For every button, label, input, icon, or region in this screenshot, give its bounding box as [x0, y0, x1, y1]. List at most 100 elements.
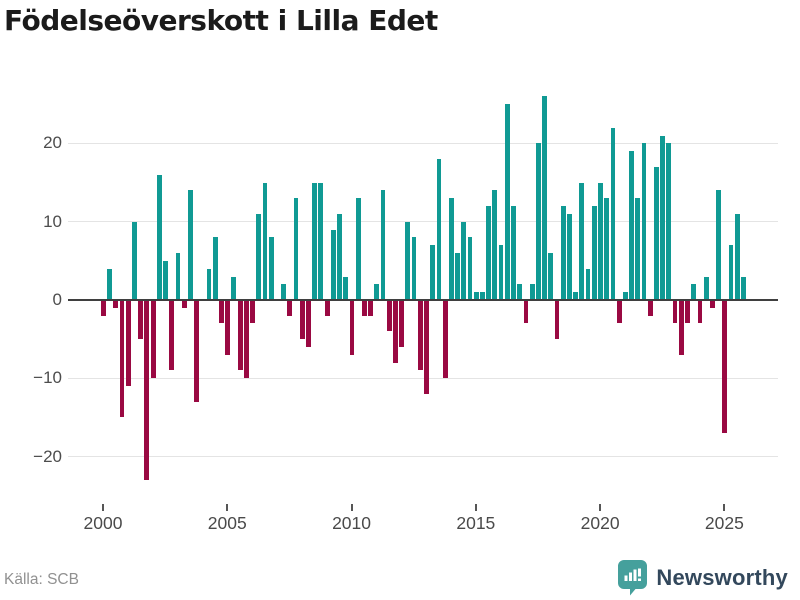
- newsworthy-logo: Newsworthy: [617, 559, 788, 596]
- bar-2000-q36: [324, 300, 330, 316]
- bar-2000-q57: [455, 253, 460, 300]
- bar-2000-q54: [436, 159, 442, 300]
- bar-2000-q94: [685, 300, 690, 324]
- bar-2000-q30: [287, 300, 293, 316]
- bar-2000-q52: [424, 300, 429, 394]
- bar-2000-q46: [386, 300, 392, 332]
- gridline-y--20: [68, 456, 778, 458]
- bar-2000-q67: [517, 284, 523, 300]
- bar-2000-q6: [138, 300, 144, 340]
- bar-2000-q88: [647, 300, 653, 316]
- bar-2000-q34: [312, 182, 318, 300]
- bar-2000-q59: [467, 237, 473, 300]
- y-axis-label: 10: [43, 211, 62, 231]
- bar-2000-q48: [399, 300, 405, 347]
- bar-2000-q47: [393, 300, 398, 363]
- bar-2000-q82: [610, 127, 616, 300]
- bar-2000-q79: [591, 206, 597, 300]
- bar-2000-q5: [132, 221, 137, 300]
- bar-2000-q98: [709, 300, 715, 308]
- bar-2000-q7: [144, 300, 150, 481]
- bar-2000-q0: [101, 300, 106, 316]
- x-axis-label-2015: 2015: [456, 513, 496, 533]
- y-axis-label: −20: [33, 446, 62, 466]
- bar-2000-q55: [442, 300, 448, 379]
- bar-2000-q84: [622, 292, 628, 300]
- bar-2000-q64: [498, 245, 504, 300]
- bar-2000-q13: [181, 300, 187, 308]
- bar-2000-q68: [523, 300, 529, 324]
- bar-2000-q25: [256, 213, 262, 300]
- bar-2000-q11: [169, 300, 175, 371]
- bar-2000-q41: [355, 198, 361, 300]
- bar-2000-q2: [113, 300, 119, 308]
- bar-2000-q83: [616, 300, 622, 324]
- bar-2000-q33: [306, 300, 311, 347]
- bar-2000-q60: [473, 292, 479, 300]
- bar-2000-q62: [486, 206, 492, 300]
- bar-2000-q42: [361, 300, 367, 316]
- bar-2000-q17: [206, 268, 212, 300]
- newsworthy-bubble-chart-icon: [617, 559, 648, 596]
- bar-2000-q14: [187, 190, 193, 300]
- bar-2000-q80: [598, 182, 603, 300]
- bar-2000-q61: [480, 292, 485, 300]
- x-axis-tick-2000: [102, 504, 104, 511]
- y-axis-label: 0: [52, 290, 62, 309]
- bar-2000-q86: [635, 198, 641, 300]
- bar-2000-q21: [231, 276, 237, 300]
- bar-2000-q39: [343, 276, 349, 300]
- source-label: Källa: SCB: [4, 571, 79, 588]
- bar-2000-q63: [492, 190, 498, 300]
- bar-2000-q51: [417, 300, 423, 371]
- x-axis-label-2010: 2010: [332, 513, 372, 533]
- bar-2000-q24: [250, 300, 255, 324]
- bar-2000-q32: [299, 300, 305, 340]
- bar-2000-q74: [560, 206, 566, 300]
- bar-2000-q97: [703, 276, 709, 300]
- newsworthy-logo-text: Newsworthy: [656, 564, 788, 590]
- bar-2000-q44: [374, 284, 380, 300]
- bar-2000-q37: [330, 229, 336, 300]
- gridline-y-20: [68, 142, 778, 144]
- bar-2000-q95: [691, 284, 697, 300]
- bar-2000-q69: [529, 284, 535, 300]
- bar-2000-q103: [741, 276, 746, 300]
- x-axis-tick-2025: [723, 504, 726, 511]
- x-axis-tick-2020: [599, 504, 602, 511]
- bar-2000-q77: [579, 182, 585, 300]
- bar-2000-q91: [666, 143, 672, 300]
- bar-2000-q9: [156, 174, 162, 300]
- bar-2000-q8: [150, 300, 156, 379]
- bar-2000-q45: [380, 190, 386, 300]
- bar-2000-q81: [604, 198, 610, 300]
- bar-2000-q50: [411, 237, 417, 300]
- bar-2000-q27: [268, 237, 274, 300]
- y-axis-label: −10: [33, 368, 62, 388]
- bar-2000-q19: [219, 300, 224, 324]
- bar-2000-q89: [654, 166, 659, 300]
- x-axis-label-2020: 2020: [580, 513, 620, 533]
- bar-2000-q12: [175, 253, 181, 300]
- bar-2000-q101: [728, 245, 734, 300]
- gridline-y-10: [68, 221, 778, 223]
- bar-2000-q72: [548, 253, 554, 300]
- bar-2000-q4: [125, 300, 131, 387]
- bar-2000-q29: [281, 284, 286, 300]
- gridline-y--10: [68, 377, 778, 379]
- bar-2000-q76: [573, 292, 579, 300]
- x-axis-label-2000: 2000: [83, 513, 123, 533]
- bar-2000-q26: [262, 182, 268, 300]
- bar-2000-q87: [641, 143, 647, 300]
- bar-2000-q90: [660, 135, 666, 300]
- bar-2000-q22: [237, 300, 243, 371]
- bar-2000-q31: [293, 198, 299, 300]
- y-axis-label: 20: [43, 133, 62, 153]
- x-axis-label-2005: 2005: [207, 513, 247, 533]
- bar-2000-q78: [585, 268, 591, 300]
- bar-2000-q65: [504, 104, 510, 300]
- bar-2000-q93: [678, 300, 684, 355]
- zero-axis-line: [68, 299, 778, 301]
- bar-2000-q20: [225, 300, 231, 355]
